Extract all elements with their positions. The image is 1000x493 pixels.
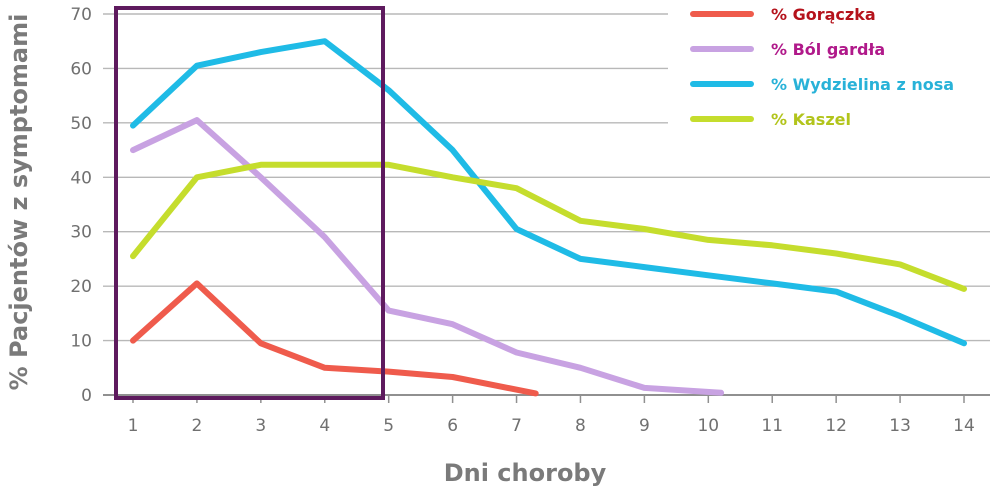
y-tick-label: 50	[70, 114, 92, 134]
x-tick-label: 5	[383, 416, 394, 436]
x-tick-label: 12	[825, 416, 847, 436]
y-tick-label: 40	[70, 168, 92, 188]
highlight-box	[114, 6, 385, 400]
y-tick-label: 10	[70, 332, 92, 352]
data-series	[130, 38, 967, 397]
y-tick-label: 30	[70, 223, 92, 243]
x-tick-label: 4	[319, 416, 330, 436]
y-tick-label: 60	[70, 59, 92, 79]
series-line-4	[130, 161, 967, 292]
x-axis-title: Dni choroby	[444, 459, 607, 487]
series-line-1	[130, 280, 539, 397]
x-tick-label: 3	[255, 416, 266, 436]
y-axis-title: % Pacjentów z symptomami	[5, 14, 33, 391]
x-tick-label: 8	[575, 416, 586, 436]
legend-label: % Kaszel	[771, 110, 851, 129]
legend: % Gorączka % Ból gardła % Wydzielina z nos…	[690, 5, 954, 129]
y-tick-label: 70	[70, 5, 92, 25]
series-line-3	[130, 38, 967, 347]
y-axis-ticks: 0 10 20 30 40 50 60 70	[70, 5, 92, 406]
legend-label: % Ból gardła	[771, 40, 885, 59]
x-tick-label: 1	[128, 416, 139, 436]
y-tick-label: 0	[81, 386, 92, 406]
x-tick-label: 11	[761, 416, 783, 436]
x-tick-label: 10	[697, 416, 719, 436]
x-axis-ticks: 1 2 3 4 5 6 7 8 9 10 11 12 13 14	[128, 395, 975, 436]
x-tick-label: 6	[447, 416, 458, 436]
legend-label: % Gorączka	[771, 5, 876, 24]
series-line-2	[130, 117, 725, 396]
x-tick-label: 13	[889, 416, 911, 436]
y-tick-label: 20	[70, 277, 92, 297]
legend-label: % Wydzielina z nosa	[771, 75, 954, 94]
x-tick-label: 2	[192, 416, 203, 436]
x-tick-label: 14	[953, 416, 975, 436]
x-tick-label: 9	[639, 416, 650, 436]
x-tick-label: 7	[511, 416, 522, 436]
